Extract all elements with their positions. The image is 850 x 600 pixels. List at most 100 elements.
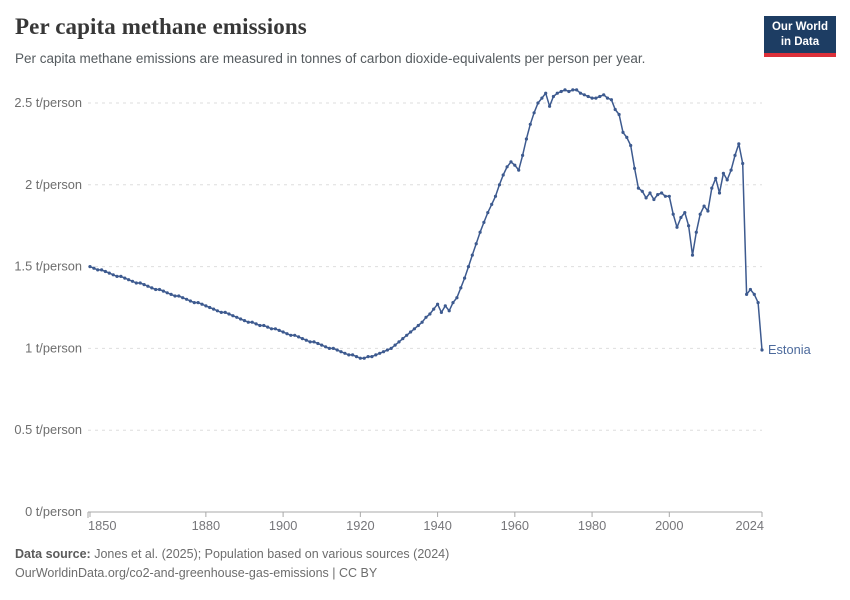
data-point[interactable] xyxy=(590,96,594,100)
data-point[interactable] xyxy=(633,166,637,170)
data-point[interactable] xyxy=(227,312,231,316)
data-point[interactable] xyxy=(652,197,656,202)
data-point[interactable] xyxy=(327,346,331,350)
data-point[interactable] xyxy=(119,274,123,278)
data-point[interactable] xyxy=(640,189,644,193)
data-point[interactable] xyxy=(578,91,583,95)
data-point[interactable] xyxy=(660,191,664,195)
data-point[interactable] xyxy=(192,301,196,305)
data-point[interactable] xyxy=(563,88,567,92)
data-point[interactable] xyxy=(625,135,629,139)
data-point[interactable] xyxy=(157,287,162,292)
data-point[interactable] xyxy=(358,356,362,360)
data-point[interactable] xyxy=(663,194,668,198)
data-point[interactable] xyxy=(760,348,764,352)
data-point[interactable] xyxy=(710,186,714,190)
data-point[interactable] xyxy=(181,296,185,300)
license-line[interactable]: OurWorldinData.org/co2-and-greenhouse-ga… xyxy=(15,566,378,580)
data-point[interactable] xyxy=(463,276,467,280)
data-point[interactable] xyxy=(204,304,208,308)
data-point[interactable] xyxy=(493,194,498,198)
data-point[interactable] xyxy=(714,176,718,180)
data-point[interactable] xyxy=(559,89,563,94)
data-point[interactable] xyxy=(212,307,216,311)
data-point[interactable] xyxy=(196,301,200,305)
data-point[interactable] xyxy=(609,98,614,102)
data-point[interactable] xyxy=(219,310,223,314)
data-point[interactable] xyxy=(598,94,602,99)
data-point[interactable] xyxy=(424,315,428,319)
data-point[interactable] xyxy=(617,112,621,117)
data-point[interactable] xyxy=(752,292,756,296)
data-point[interactable] xyxy=(586,94,590,99)
data-point[interactable] xyxy=(756,301,760,305)
data-point[interactable] xyxy=(297,335,301,339)
data-point[interactable] xyxy=(687,224,691,228)
data-point[interactable] xyxy=(737,142,741,146)
data-point[interactable] xyxy=(509,160,513,164)
data-point[interactable] xyxy=(208,305,212,310)
data-point[interactable] xyxy=(324,345,328,349)
data-point[interactable] xyxy=(378,351,382,355)
data-point[interactable] xyxy=(96,268,100,272)
data-point[interactable] xyxy=(497,183,501,187)
data-point[interactable] xyxy=(343,351,347,355)
data-point[interactable] xyxy=(482,220,486,224)
data-point[interactable] xyxy=(532,111,536,115)
data-point[interactable] xyxy=(745,292,749,296)
data-point[interactable] xyxy=(439,310,443,314)
data-point[interactable] xyxy=(443,304,447,308)
data-point[interactable] xyxy=(385,348,389,352)
data-point[interactable] xyxy=(185,297,189,301)
data-point[interactable] xyxy=(478,230,482,234)
data-point[interactable] xyxy=(683,211,687,215)
data-point[interactable] xyxy=(111,273,115,277)
data-point[interactable] xyxy=(235,315,239,319)
data-point[interactable] xyxy=(521,153,525,157)
data-point[interactable] xyxy=(636,186,641,190)
data-point[interactable] xyxy=(432,307,436,311)
data-point[interactable] xyxy=(470,253,474,257)
data-point[interactable] xyxy=(621,130,625,134)
data-point[interactable] xyxy=(347,353,351,357)
data-point[interactable] xyxy=(717,191,722,195)
data-point[interactable] xyxy=(146,284,150,288)
data-point[interactable] xyxy=(115,274,119,278)
data-point[interactable] xyxy=(447,309,451,313)
data-point[interactable] xyxy=(748,287,753,292)
data-point[interactable] xyxy=(277,328,281,332)
data-point[interactable] xyxy=(354,355,359,359)
data-point[interactable] xyxy=(269,327,274,331)
data-point[interactable] xyxy=(466,265,471,269)
data-point[interactable] xyxy=(675,225,679,229)
data-point[interactable] xyxy=(393,343,397,347)
data-point[interactable] xyxy=(215,309,219,313)
data-point[interactable] xyxy=(667,194,671,198)
data-point[interactable] xyxy=(339,350,343,354)
data-point[interactable] xyxy=(428,312,432,316)
data-point[interactable] xyxy=(405,333,409,337)
data-point[interactable] xyxy=(320,343,324,347)
data-point[interactable] xyxy=(223,310,227,314)
data-point[interactable] xyxy=(733,153,737,157)
data-point[interactable] xyxy=(694,230,698,234)
data-point[interactable] xyxy=(281,330,285,334)
data-point[interactable] xyxy=(308,340,312,344)
data-point[interactable] xyxy=(644,196,648,200)
data-point[interactable] xyxy=(729,168,733,172)
data-point[interactable] xyxy=(567,89,571,94)
data-point[interactable] xyxy=(486,211,490,215)
data-point[interactable] xyxy=(698,212,702,216)
data-point[interactable] xyxy=(455,296,459,300)
data-point[interactable] xyxy=(134,281,138,285)
data-point[interactable] xyxy=(582,93,586,97)
data-point[interactable] xyxy=(262,323,266,328)
data-point[interactable] xyxy=(173,294,177,298)
data-point[interactable] xyxy=(629,143,633,148)
owid-logo[interactable]: Our World in Data xyxy=(763,16,836,57)
data-point[interactable] xyxy=(154,287,158,292)
data-point[interactable] xyxy=(401,337,405,341)
data-point[interactable] xyxy=(602,93,606,97)
data-point[interactable] xyxy=(239,317,243,321)
data-point[interactable] xyxy=(548,104,552,108)
